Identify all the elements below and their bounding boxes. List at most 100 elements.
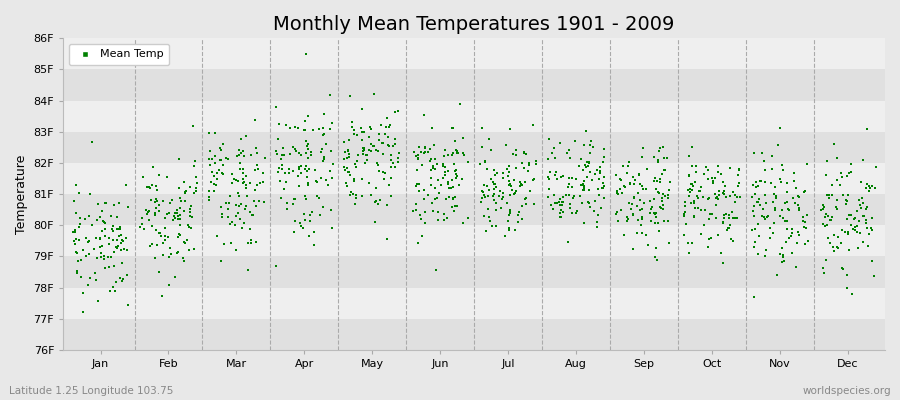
Point: [861, 183, 876, 190]
Point: [306, 242, 320, 248]
Point: [501, 218, 516, 224]
Point: [548, 199, 562, 206]
Point: [640, 166, 654, 172]
Point: [424, 182, 438, 188]
Point: [174, 198, 188, 204]
Point: [140, 183, 154, 190]
Point: [563, 205, 578, 211]
Point: [478, 159, 492, 165]
Point: [232, 203, 247, 210]
Point: [77, 215, 92, 222]
Point: [367, 219, 382, 225]
Point: [723, 222, 737, 228]
Point: [489, 222, 503, 229]
Point: [823, 240, 837, 246]
Point: [827, 248, 842, 254]
Point: [680, 240, 695, 246]
Point: [766, 199, 780, 206]
Point: [677, 211, 691, 217]
Point: [550, 176, 564, 182]
Point: [747, 150, 761, 156]
Point: [182, 224, 196, 230]
Point: [773, 213, 788, 220]
Point: [171, 230, 185, 237]
Point: [135, 221, 149, 227]
Point: [485, 223, 500, 229]
Point: [817, 270, 832, 276]
Point: [781, 207, 796, 214]
Text: Latitude 1.25 Longitude 103.75: Latitude 1.25 Longitude 103.75: [9, 386, 174, 396]
Point: [368, 147, 382, 154]
Point: [362, 134, 376, 140]
Point: [686, 183, 700, 189]
Point: [553, 202, 567, 209]
Point: [371, 162, 385, 168]
Point: [770, 272, 784, 278]
Point: [357, 129, 372, 135]
Point: [647, 196, 662, 202]
Point: [617, 231, 632, 238]
Point: [228, 222, 242, 228]
Point: [365, 143, 380, 150]
Point: [596, 159, 610, 166]
Point: [447, 202, 462, 209]
Point: [98, 200, 112, 206]
Point: [379, 123, 393, 130]
Point: [609, 190, 624, 196]
Point: [508, 146, 523, 153]
Point: [502, 227, 517, 234]
Point: [208, 153, 222, 159]
Point: [710, 168, 724, 175]
Point: [581, 187, 596, 193]
Point: [753, 178, 768, 184]
Point: [779, 226, 794, 232]
Point: [763, 180, 778, 186]
Point: [214, 211, 229, 217]
Point: [428, 185, 442, 192]
Point: [819, 257, 833, 264]
Point: [112, 233, 127, 240]
Point: [215, 170, 230, 176]
Point: [160, 234, 175, 240]
Point: [173, 215, 187, 222]
Point: [626, 194, 641, 200]
Point: [774, 179, 788, 186]
Point: [210, 169, 224, 176]
Point: [382, 124, 397, 130]
Point: [97, 252, 112, 259]
Point: [276, 145, 291, 151]
Point: [176, 239, 191, 245]
Point: [410, 181, 424, 187]
Point: [372, 137, 386, 144]
Point: [503, 207, 517, 214]
Point: [515, 202, 529, 209]
Point: [150, 187, 165, 193]
Point: [732, 183, 746, 190]
Point: [547, 144, 562, 151]
Point: [731, 172, 745, 178]
Point: [412, 212, 427, 219]
Point: [839, 197, 853, 204]
Point: [481, 206, 495, 212]
Point: [120, 234, 134, 241]
Point: [72, 190, 86, 196]
Point: [449, 146, 464, 153]
Point: [158, 224, 173, 231]
Point: [487, 181, 501, 187]
Point: [369, 184, 383, 191]
Point: [152, 230, 166, 236]
Point: [446, 125, 460, 132]
Point: [87, 246, 102, 252]
Point: [79, 235, 94, 241]
Point: [388, 109, 402, 115]
Point: [382, 134, 396, 140]
Point: [842, 229, 856, 235]
Point: [346, 127, 361, 134]
Point: [652, 145, 667, 151]
Point: [141, 216, 156, 223]
Point: [372, 167, 386, 174]
Point: [850, 223, 864, 229]
Point: [338, 149, 352, 155]
Point: [834, 227, 849, 233]
Point: [168, 210, 183, 216]
